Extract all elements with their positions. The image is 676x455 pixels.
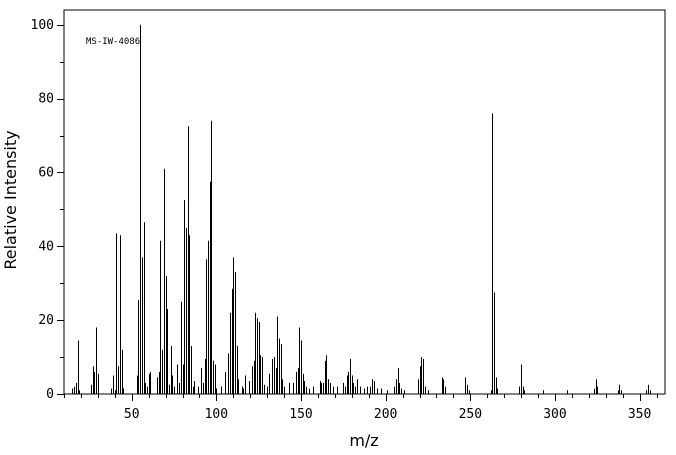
x-axis-title: m/z — [349, 431, 378, 450]
x-tick-label: 250 — [459, 407, 482, 422]
spectrum-id-annotation: MS-IW-4086 — [86, 37, 140, 47]
y-tick-label: 100 — [31, 18, 54, 33]
y-tick-label: 60 — [38, 165, 54, 180]
y-tick-label: 0 — [46, 387, 54, 402]
x-tick-label: 150 — [289, 407, 312, 422]
x-tick-label: 200 — [374, 407, 397, 422]
x-tick-label: 50 — [124, 407, 140, 422]
y-tick-label: 20 — [38, 313, 54, 328]
y-axis-ticks: 0 20 40 60 80 100 — [31, 18, 64, 402]
peak-series — [72, 24, 651, 394]
plot-frame — [63, 9, 666, 395]
x-tick-label: 300 — [543, 407, 566, 422]
x-axis-ticks: 50 100 150 200 250 300 350 — [64, 394, 658, 422]
x-tick-label: 350 — [628, 407, 651, 422]
y-tick-label: 40 — [38, 239, 54, 254]
x-tick-label: 100 — [205, 407, 228, 422]
y-tick-label: 80 — [38, 92, 54, 107]
y-axis-title: Relative Intensity — [1, 130, 20, 269]
